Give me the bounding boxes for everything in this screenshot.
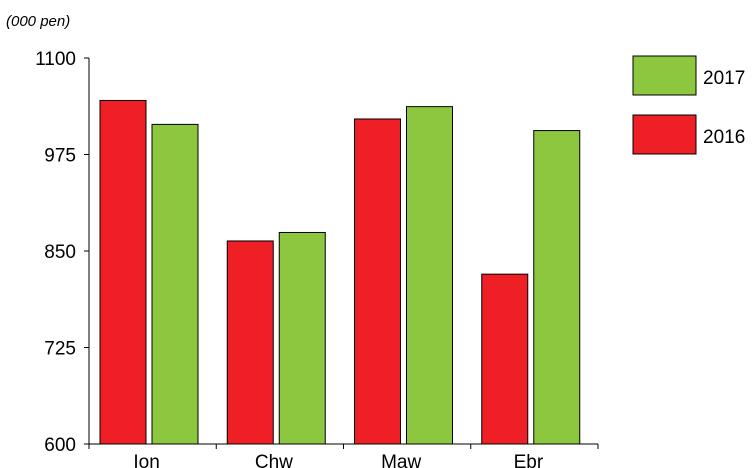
y-unit-label: (000 pen) [6,13,70,30]
bars [99,99,581,445]
legend: 2017 2016 [632,55,745,155]
bar-chw-2017 [278,231,326,445]
bar-ebr-2016 [481,273,529,445]
x-category-label: Ion [133,452,159,468]
bar-maw-2016 [354,118,401,445]
y-tick-label: 1100 [35,49,76,70]
legend-swatch-2017 [632,55,697,96]
bar-ebr-2017 [533,130,581,445]
bar-maw-2017 [406,106,453,445]
y-tick-label: 975 [44,146,76,167]
legend-swatch-2016 [632,114,697,155]
bar-chw-2016 [226,240,274,445]
bar-ion-2017 [151,123,199,445]
x-category-label: Maw [381,452,421,468]
x-category-label: Chw [255,452,293,468]
category-labels: Ion Chw Maw Ebr [133,452,543,468]
legend-label-2016: 2016 [703,127,745,148]
y-tick-label: 725 [44,339,76,360]
y-tick-label: 850 [44,242,76,263]
legend-label-2017: 2017 [703,68,745,89]
bar-ion-2016 [99,99,147,445]
x-category-label: Ebr [514,452,544,468]
y-tick-label: 600 [44,435,76,456]
